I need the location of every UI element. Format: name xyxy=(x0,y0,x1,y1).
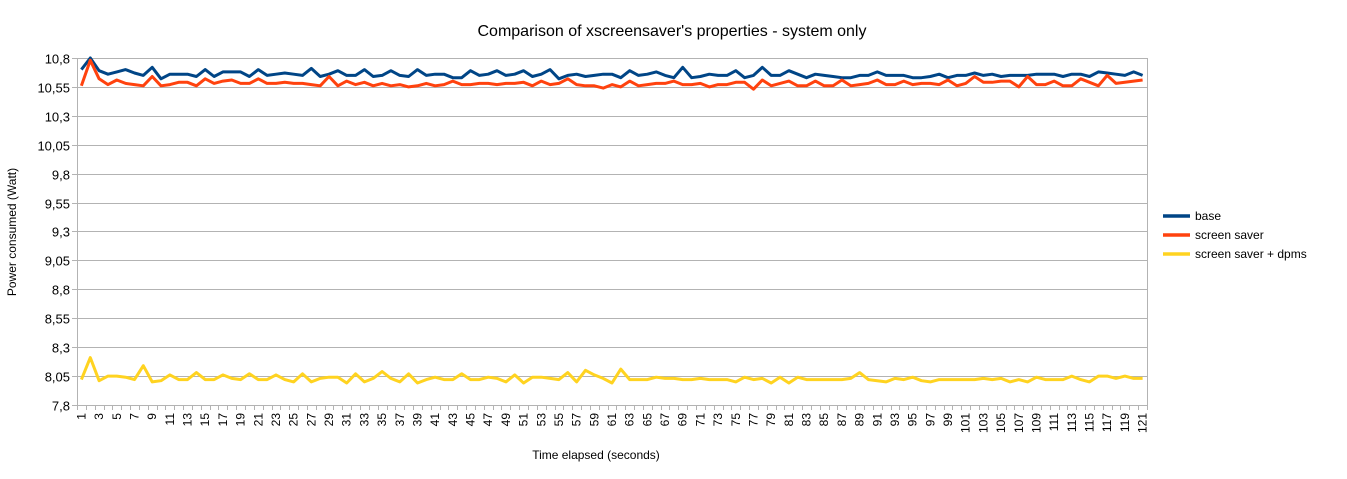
x-tick-label: 13 xyxy=(181,413,195,427)
x-tick-label: 59 xyxy=(587,413,601,427)
x-tick-label: 69 xyxy=(676,413,690,427)
x-tick-label: 19 xyxy=(234,413,248,427)
x-tick-label: 41 xyxy=(428,413,442,427)
legend-label-screen-saver: screen saver xyxy=(1195,228,1264,242)
x-tick-label: 17 xyxy=(216,413,230,427)
x-tick-label: 37 xyxy=(393,413,407,427)
x-tick-label: 57 xyxy=(570,413,584,427)
x-tick-label: 93 xyxy=(888,413,902,427)
y-tick-label: 10,3 xyxy=(45,110,70,125)
x-tick-label: 119 xyxy=(1118,413,1132,432)
y-tick-label: 10,8 xyxy=(45,52,70,67)
x-tick-label: 107 xyxy=(1012,413,1026,433)
x-tick-label: 27 xyxy=(304,413,318,427)
x-tick-label: 9 xyxy=(145,413,159,420)
x-tick-label: 11 xyxy=(163,413,177,426)
x-tick-label: 117 xyxy=(1100,413,1114,432)
legend: base screen saver screen saver + dpms xyxy=(1163,209,1307,261)
x-tick-label: 61 xyxy=(605,413,619,427)
x-tick-label: 73 xyxy=(711,413,725,427)
x-tick-label: 49 xyxy=(499,413,513,427)
x-tick-label: 15 xyxy=(198,413,212,427)
y-tick-label: 9,3 xyxy=(52,225,70,240)
x-tick-label: 105 xyxy=(994,413,1008,433)
x-tick-label: 95 xyxy=(906,413,920,427)
y-axis-tick-labels: 7,8 8,05 8,3 8,55 8,8 9,05 9,3 9,55 9,8 10,05 10,3… xyxy=(37,52,70,414)
x-tick-label: 121 xyxy=(1136,413,1150,433)
y-tick-label: 9,55 xyxy=(45,197,70,212)
x-tick-label: 99 xyxy=(941,413,955,427)
y-tick-label: 8,3 xyxy=(52,341,70,356)
legend-label-base: base xyxy=(1195,209,1221,223)
x-tick-label: 81 xyxy=(782,413,796,427)
x-tick-label: 103 xyxy=(976,413,990,433)
series-lines xyxy=(81,58,1142,383)
y-tick-label: 10,05 xyxy=(37,139,70,154)
chart-title: Comparison of xscreensaver's properties … xyxy=(478,23,867,40)
x-tick-label: 77 xyxy=(746,413,760,427)
y-tick-label: 8,55 xyxy=(45,312,70,327)
x-tick-label: 5 xyxy=(110,413,124,420)
y-tick-label: 8,8 xyxy=(52,283,70,298)
legend-label-screen-saver-dpms: screen saver + dpms xyxy=(1195,247,1307,261)
x-tick-label: 83 xyxy=(800,413,814,427)
y-tick-label: 10,55 xyxy=(37,81,70,96)
x-tick-label: 33 xyxy=(357,413,371,427)
y-tick-label: 9,8 xyxy=(52,168,70,183)
x-tick-label: 113 xyxy=(1065,413,1079,432)
x-tick-label: 89 xyxy=(853,413,867,427)
x-tick-label: 29 xyxy=(322,413,336,427)
x-tick-label: 31 xyxy=(340,413,354,427)
y-tick-label: 9,05 xyxy=(45,254,70,269)
series-line-base xyxy=(81,58,1142,79)
x-tick-label: 79 xyxy=(764,413,778,427)
x-tick-label: 45 xyxy=(464,413,478,427)
x-tick-label: 25 xyxy=(287,413,301,427)
x-tick-label: 7 xyxy=(127,413,141,420)
x-tick-label: 109 xyxy=(1029,413,1043,433)
x-tick-label: 21 xyxy=(251,413,265,427)
series-line-screen-saver-dpms xyxy=(81,358,1142,383)
x-tick-label: 111 xyxy=(1047,413,1061,432)
x-tick-label: 1 xyxy=(74,413,88,420)
x-tick-label: 39 xyxy=(410,413,424,427)
x-tick-label: 97 xyxy=(923,413,937,427)
x-tick-label: 23 xyxy=(269,413,283,427)
x-axis-label: Time elapsed (seconds) xyxy=(532,448,660,462)
x-tick-label: 3 xyxy=(92,413,106,420)
x-tick-label: 63 xyxy=(623,413,637,427)
y-tick-label: 8,05 xyxy=(45,370,70,385)
x-tick-label: 87 xyxy=(835,413,849,427)
x-tick-label: 75 xyxy=(729,413,743,427)
x-tick-label: 51 xyxy=(517,413,531,427)
y-axis-label: Power consumed (Watt) xyxy=(5,168,19,296)
x-tick-label: 71 xyxy=(693,413,707,427)
x-tick-label: 115 xyxy=(1083,413,1097,432)
gridlines xyxy=(72,58,1148,410)
x-tick-label: 47 xyxy=(481,413,495,427)
x-tick-label: 55 xyxy=(552,413,566,427)
x-tick-label: 43 xyxy=(446,413,460,427)
x-tick-label: 91 xyxy=(870,413,884,427)
y-tick-label: 7,8 xyxy=(52,399,70,414)
x-tick-label: 35 xyxy=(375,413,389,427)
x-tick-label: 53 xyxy=(534,413,548,427)
x-tick-label: 65 xyxy=(640,413,654,427)
x-tick-label: 67 xyxy=(658,413,672,427)
x-tick-label: 85 xyxy=(817,413,831,427)
x-tick-label: 101 xyxy=(959,413,973,433)
